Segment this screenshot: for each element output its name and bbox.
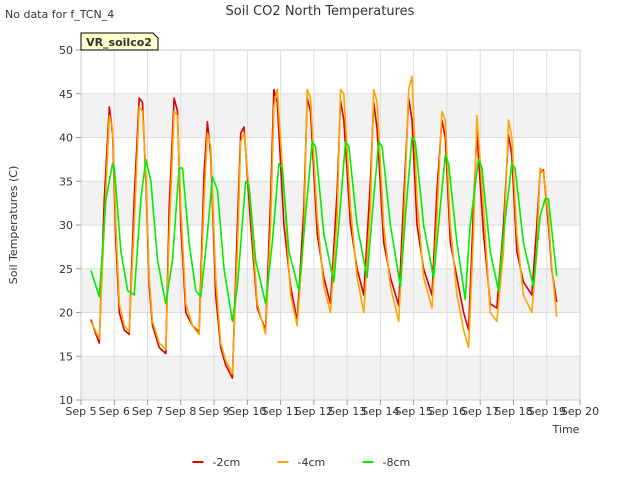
x-tick-label: Sep 12: [295, 405, 333, 418]
y-tick-label: 50: [59, 44, 73, 57]
y-tick-label: 40: [59, 132, 73, 145]
y-tick-label: 15: [59, 350, 73, 363]
plot-band: [81, 181, 580, 225]
y-tick-label: 35: [59, 175, 73, 188]
y-tick-label: 45: [59, 88, 73, 101]
series-layer: [90, 75, 558, 379]
x-tick-label: Sep 9: [198, 405, 229, 418]
subtitle: No data for f_TCN_4: [5, 8, 114, 21]
y-axis-label: Soil Temperatures (C): [7, 166, 20, 285]
chart-title: Soil CO2 North Temperatures: [226, 4, 415, 19]
station-badge: VR_soilco2: [80, 32, 159, 51]
y-tick-label: 30: [59, 219, 73, 232]
x-tick-label: Sep 14: [361, 405, 399, 418]
y-axis-ticks: 10 15 20 25 30 35 40 45 50: [59, 44, 81, 407]
x-tick-label: Sep 7: [132, 405, 163, 418]
badge-box: [80, 32, 159, 51]
badge-text: VR_soilco2: [86, 36, 152, 49]
legend-label-8cm: -8cm: [383, 456, 411, 469]
x-tick-label: Sep 19: [528, 405, 566, 418]
x-tick-label: Sep 20: [561, 405, 599, 418]
legend: -2cm -4cm -8cm: [192, 456, 411, 469]
plot-band: [81, 137, 580, 182]
x-tick-label: Sep 11: [261, 405, 299, 418]
series-line-4cm: [90, 75, 558, 375]
plot-band: [81, 356, 580, 400]
x-tick-label: Sep 17: [461, 405, 499, 418]
y-tick-label: 10: [59, 394, 73, 407]
x-tick-label: Sep 6: [99, 405, 130, 418]
plot-band: [81, 225, 580, 269]
x-tick-label: Sep 15: [395, 405, 433, 418]
x-tick-label: Sep 16: [428, 405, 466, 418]
series-line-8cm: [90, 136, 558, 323]
x-tick-label: Sep 10: [228, 405, 266, 418]
y-tick-label: 25: [59, 263, 73, 276]
x-tick-label: Sep 8: [165, 405, 196, 418]
x-tick-label: Sep 5: [65, 405, 96, 418]
plot-band: [81, 50, 580, 94]
x-axis-label: Time: [552, 423, 580, 436]
legend-label-2cm: -2cm: [213, 456, 241, 469]
legend-label-4cm: -4cm: [298, 456, 326, 469]
y-tick-label: 20: [59, 307, 73, 320]
plot-band: [81, 93, 580, 138]
x-tick-label: Sep 18: [494, 405, 532, 418]
x-tick-label: Sep 13: [328, 405, 366, 418]
